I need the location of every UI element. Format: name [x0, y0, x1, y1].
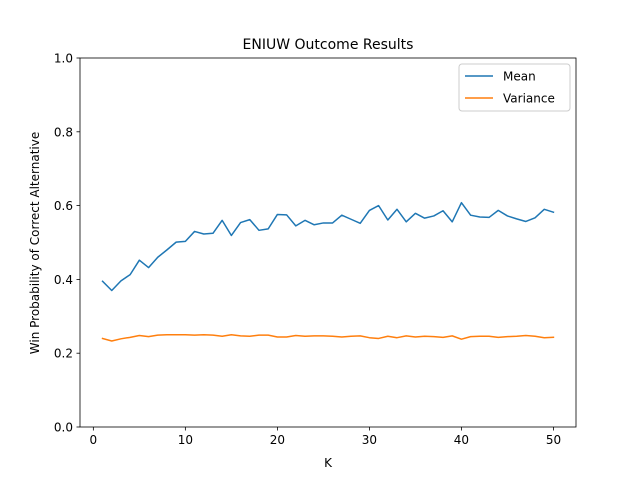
x-axis-label: K	[324, 456, 333, 470]
x-tick-label: 10	[178, 433, 193, 447]
x-tick-label: 50	[546, 433, 561, 447]
y-axis-label: Win Probability of Correct Alternative	[28, 132, 42, 354]
series-line-variance	[101, 334, 555, 342]
y-tick-label: 0.8	[54, 125, 73, 139]
y-tick-label: 0.6	[54, 199, 73, 213]
x-tick-label: 30	[362, 433, 377, 447]
y-axis-ticks: 0.0 0.2 0.4 0.6 0.8 1.0	[54, 52, 80, 435]
y-tick-label: 0.2	[54, 347, 73, 361]
x-tick-label: 40	[454, 433, 469, 447]
y-tick-label: 0.4	[54, 273, 73, 287]
y-tick-label: 0.0	[54, 421, 73, 435]
x-axis-ticks: 0 10 20 30 40 50	[90, 427, 561, 447]
series-line-mean	[101, 201, 555, 292]
legend-label-mean: Mean	[503, 70, 536, 84]
axes-frame	[79, 57, 577, 428]
x-tick-label: 0	[90, 433, 98, 447]
y-tick-label: 1.0	[54, 52, 73, 66]
legend: Mean Variance	[458, 63, 571, 112]
x-tick-label: 20	[270, 433, 285, 447]
chart-title: ENIUW Outcome Results	[243, 37, 414, 53]
plot-area	[79, 57, 577, 428]
legend-label-variance: Variance	[503, 92, 555, 106]
